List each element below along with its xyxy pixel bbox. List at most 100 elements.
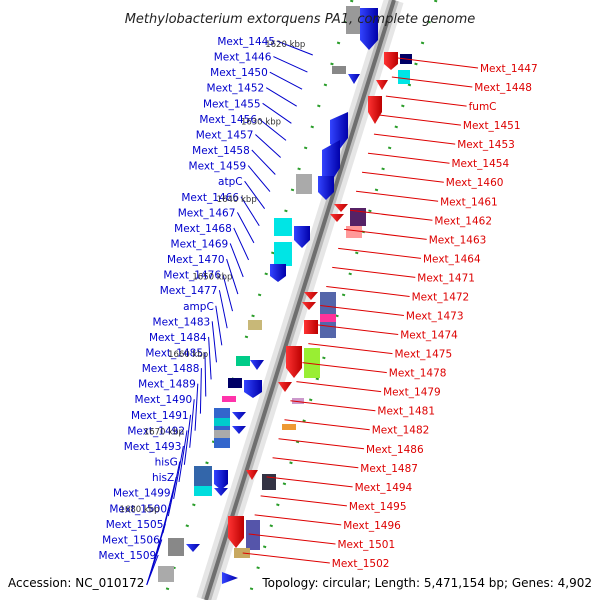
label-connector (385, 95, 467, 107)
gene-feature (320, 314, 336, 322)
gene-arrow (278, 382, 292, 392)
gene-label-right: Mext_1478 (389, 368, 447, 380)
gene-arrow (214, 488, 228, 496)
gene-arrow (232, 412, 246, 420)
gene-feature (158, 566, 174, 582)
label-connector (222, 274, 233, 312)
gene-arrow (222, 572, 238, 584)
gene-label-left: Mext_1505 (106, 519, 164, 531)
gene-feature (282, 424, 296, 430)
gene-feature (350, 208, 366, 226)
gene-arrow (250, 360, 264, 370)
ruler-tick-label: 1630 kbp (241, 118, 281, 128)
gene-label-left: Mext_1491 (131, 410, 189, 422)
label-connector (272, 457, 359, 469)
gene-label-left: Mext_1456 (199, 114, 257, 126)
gene-label-left: Mext_1457 (196, 129, 254, 141)
gene-label-left: hisZ (152, 472, 174, 484)
label-connector (178, 430, 188, 482)
gene-feature (234, 548, 250, 558)
label-connector (167, 461, 181, 517)
label-connector (278, 438, 365, 450)
genome-backbone (196, 0, 404, 600)
gene-feature (214, 430, 230, 438)
gene-label-right: Mext_1482 (372, 425, 430, 437)
ruler-tick-label: 1620 kbp (265, 40, 305, 50)
left-gene-labels: Mext_1445 Mext_1446 Mext_1450 Mext_1452 Mext… (99, 36, 275, 562)
label-connector (244, 180, 266, 209)
label-connector (302, 362, 387, 374)
gene-label-right: Mext_1461 (440, 196, 498, 208)
gene-label-left: Mext_1459 (189, 161, 247, 173)
gene-arrow (348, 74, 360, 84)
gene-label-left: Mext_1493 (124, 441, 182, 453)
label-connector (356, 190, 439, 202)
gene-feature (236, 356, 250, 366)
label-connector (338, 247, 422, 259)
gene-label-left: Mext_1500 (109, 503, 167, 515)
gene-arrow (322, 140, 340, 182)
label-connector (391, 76, 473, 88)
gene-label-left: Mext_1468 (174, 223, 232, 235)
gene-label-right: Mext_1481 (377, 406, 435, 418)
label-connector (350, 209, 433, 221)
gene-arrow (294, 226, 310, 248)
label-connector (236, 212, 255, 244)
gene-feature (214, 418, 230, 426)
label-connector (208, 336, 212, 380)
gene-label-right: Mext_1487 (360, 463, 418, 475)
gene-feature (248, 320, 262, 330)
gene-label-left: Mext_1467 (178, 207, 236, 219)
left-label-connectors (146, 40, 313, 586)
label-connector (211, 321, 217, 363)
label-connector (361, 171, 444, 183)
label-connector (248, 533, 336, 545)
gene-arrow (368, 96, 382, 124)
gene-label-right: Mext_1451 (463, 120, 521, 132)
accession-text: Accession: NC_010172 (8, 576, 144, 590)
label-connector (367, 152, 450, 164)
gene-label-right: Mext_1473 (406, 311, 464, 323)
gene-label-left: atpC (218, 176, 243, 188)
ruler-tick-label: 1650 kbp (192, 273, 232, 283)
gene-label-left: Mext_1476 (163, 270, 221, 282)
gene-arrow (318, 176, 334, 200)
label-connector (284, 419, 370, 431)
label-connector (204, 352, 207, 397)
gene-label-right: Mext_1494 (355, 482, 413, 494)
label-connector (260, 495, 347, 507)
gene-feature (332, 66, 346, 74)
label-connector (255, 134, 282, 158)
gene-label-right: Mext_1475 (395, 349, 453, 361)
gene-arrow (304, 292, 318, 300)
gene-feature (228, 378, 242, 388)
gene-label-right: Mext_1453 (457, 139, 515, 151)
label-connector (189, 399, 195, 448)
gene-arrow (246, 470, 258, 480)
gene-label-left: Mext_1499 (113, 488, 171, 500)
label-connector (218, 290, 228, 329)
gene-label-left: Mext_1509 (99, 550, 157, 562)
gene-label-right: Mext_1496 (343, 520, 401, 532)
gene-arrow (232, 426, 246, 434)
gene-label-left: Mext_1485 (145, 348, 203, 360)
label-connector (194, 383, 199, 431)
gene-label-right: Mext_1454 (452, 158, 510, 170)
label-connector (276, 40, 313, 56)
ruler-tick-label: 1640 kbp (217, 195, 257, 205)
label-connector (262, 102, 292, 124)
label-connector (308, 343, 393, 355)
label-connector (379, 114, 461, 126)
gene-feature (398, 70, 410, 84)
gene-label-left: hisG (155, 457, 178, 469)
gene-feature (296, 174, 312, 194)
gene-label-right: Mext_1502 (332, 558, 390, 570)
label-connector (265, 87, 297, 107)
gene-label-right: Mext_1501 (338, 539, 396, 551)
gene-feature (214, 408, 230, 448)
gene-feature (274, 236, 292, 242)
gene-feature (262, 474, 276, 490)
gene-label-right: Mext_1448 (474, 82, 532, 94)
